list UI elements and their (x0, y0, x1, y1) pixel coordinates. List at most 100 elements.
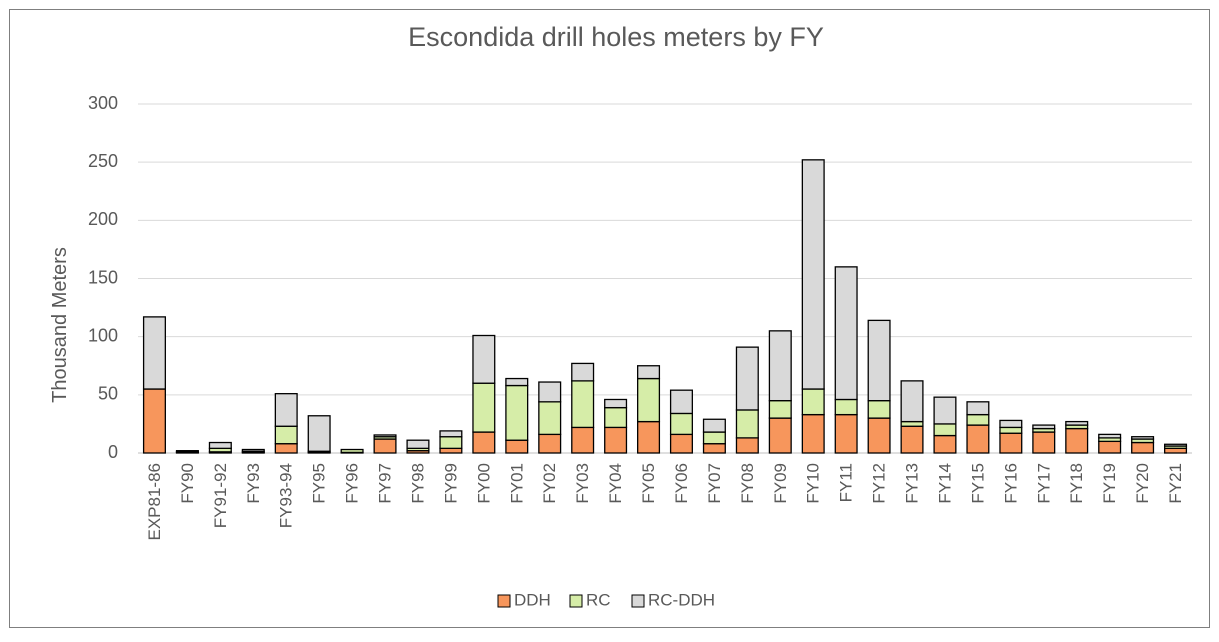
bar-segment (966, 424, 990, 454)
bar-segment (999, 432, 1023, 454)
bar-segment (538, 433, 562, 454)
bar-segment (1032, 431, 1056, 454)
bar-segment (505, 377, 529, 387)
bar-segment (340, 448, 364, 454)
bar-segment (505, 384, 529, 441)
bar-segment (900, 420, 924, 427)
x-tick-label: FY18 (1067, 463, 1086, 504)
x-tick-label: FY11 (837, 463, 856, 502)
x-tick-label: FY93-94 (277, 463, 296, 528)
bars (142, 159, 1188, 454)
x-tick-label: FY01 (507, 463, 526, 504)
bar-segment (669, 433, 693, 454)
bar-segment (373, 434, 397, 438)
bar-segment (702, 418, 726, 433)
bar-segment (933, 434, 957, 454)
bar-segment (604, 406, 628, 429)
bar-segment (735, 437, 759, 454)
bar-segment (142, 388, 166, 454)
bar-segment (1032, 424, 1056, 430)
bar-segment (571, 426, 595, 454)
x-tick-label: FY00 (474, 463, 493, 504)
x-tick-label: FY97 (376, 463, 395, 504)
bar-segment (669, 389, 693, 415)
bar-segment (900, 425, 924, 454)
bar-segment (637, 420, 661, 454)
bar-segment (208, 441, 232, 449)
bar-segment (702, 443, 726, 454)
x-tick-label: FY91-92 (211, 463, 230, 528)
bar-segment (1164, 447, 1188, 454)
bar-segment (801, 159, 825, 390)
bar-segment (966, 413, 990, 426)
bar-segment (604, 426, 628, 454)
x-tick-label: FY04 (606, 463, 625, 504)
bar-segment (735, 346, 759, 411)
x-tick-label: FY12 (870, 463, 889, 504)
x-tick-label: FY96 (343, 463, 362, 504)
bar-segment (637, 365, 661, 380)
bar-segment (274, 443, 298, 454)
y-tick-label: 150 (88, 267, 118, 287)
bar-segment (538, 401, 562, 436)
legend-swatch (569, 594, 583, 608)
bar-segment (1065, 427, 1089, 454)
x-tick-label: FY17 (1034, 463, 1053, 504)
bar-segment (834, 398, 858, 416)
y-tick-label: 100 (88, 325, 118, 345)
x-tick-label: FY10 (804, 463, 823, 504)
bar-segment (999, 419, 1023, 429)
bar-segment (439, 447, 463, 454)
labels: 0 50 100 150 200 250 300 EXP81-86 FY90 FY91-92 FY9… (88, 93, 1185, 541)
legend-label: RC-DDH (648, 590, 715, 609)
legend-label: RC (586, 590, 611, 609)
bar-segment (768, 399, 792, 419)
x-tick-label: FY21 (1166, 463, 1185, 504)
legend-swatch (497, 594, 511, 608)
x-tick-label: FY06 (672, 463, 691, 504)
bar-segment (735, 409, 759, 439)
bar-segment (867, 417, 891, 454)
bar-segment (472, 382, 496, 433)
bar-segment (538, 381, 562, 403)
x-tick-label: FY90 (178, 463, 197, 504)
x-tick-label: FY03 (573, 463, 592, 504)
bar-segment (274, 393, 298, 427)
y-tick-label: 50 (98, 384, 118, 404)
bar-segment (801, 413, 825, 454)
y-tick-label: 200 (88, 209, 118, 229)
x-tick-label: FY09 (771, 463, 790, 504)
legend-label: DDH (514, 590, 551, 609)
bar-segment (768, 417, 792, 454)
bar-segment (505, 439, 529, 454)
bar-segment (1131, 441, 1155, 454)
y-tick-label: 250 (88, 151, 118, 171)
bar-segment (702, 431, 726, 445)
x-tick-label: FY16 (1001, 463, 1020, 504)
x-tick-label: EXP81-86 (145, 463, 164, 541)
bar-segment (1065, 420, 1089, 426)
bar-segment (801, 388, 825, 416)
chart-title: Escondida drill holes meters by FY (408, 22, 824, 52)
bar-segment (241, 448, 265, 452)
bar-segment (900, 380, 924, 423)
bar-segment (867, 319, 891, 402)
bar-segment (999, 426, 1023, 434)
bar-segment (933, 423, 957, 437)
y-tick-label: 300 (88, 93, 118, 113)
chart-frame (9, 9, 1210, 628)
bar-segment (472, 431, 496, 454)
bar-segment (373, 438, 397, 454)
x-tick-label: FY15 (968, 463, 987, 504)
bar-segment (406, 439, 430, 449)
x-tick-label: FY93 (244, 463, 263, 504)
x-tick-label: FY13 (903, 463, 922, 504)
x-tick-label: FY95 (310, 463, 329, 504)
bar-segment (768, 330, 792, 402)
bar-segment (142, 316, 166, 390)
x-tick-label: FY98 (408, 463, 427, 504)
bar-segment (1098, 433, 1122, 439)
legend-swatch (631, 594, 645, 608)
x-tick-label: FY05 (639, 463, 658, 504)
x-tick-label: FY02 (540, 463, 559, 504)
